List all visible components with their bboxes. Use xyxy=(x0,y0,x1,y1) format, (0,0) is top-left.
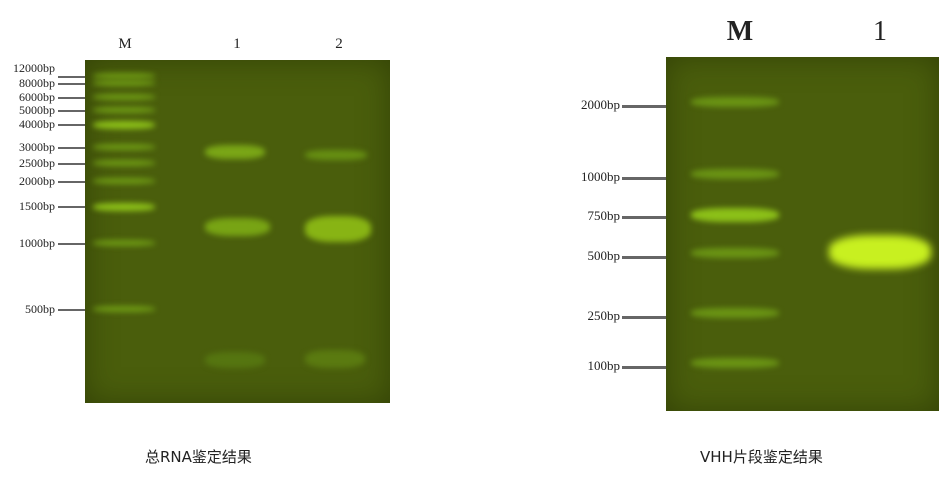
marker-tick xyxy=(622,105,667,108)
ladder-band xyxy=(93,306,155,312)
marker-label: 500bp xyxy=(25,302,55,316)
ladder-band xyxy=(93,144,155,150)
lane-label-m: M xyxy=(118,36,132,52)
marker-label: 750bp xyxy=(587,208,621,223)
marker-label: 8000bp xyxy=(19,76,55,90)
marker-tick xyxy=(58,124,86,126)
marker-label: 100bp xyxy=(587,358,621,373)
band-lane1-18s xyxy=(205,218,270,236)
marker-tick xyxy=(58,147,86,149)
marker-tick xyxy=(622,216,667,219)
ladder-band xyxy=(691,358,779,368)
gel-vhh xyxy=(666,57,939,411)
marker-tick xyxy=(58,76,86,78)
ladder-band xyxy=(93,94,155,100)
marker-tick xyxy=(58,83,86,85)
marker-label: 5000bp xyxy=(19,103,55,117)
band-lane2-18s xyxy=(305,216,371,242)
band-vhh-product xyxy=(829,235,931,269)
marker-tick xyxy=(58,110,86,112)
ladder-band xyxy=(691,208,779,222)
band-lane2-28s xyxy=(305,150,367,160)
marker-tick xyxy=(58,181,86,183)
lane-label-1: 1 xyxy=(233,36,241,52)
ladder-band xyxy=(93,178,155,184)
marker-tick xyxy=(58,97,86,99)
marker-label: 2000bp xyxy=(19,174,55,188)
ladder-band xyxy=(93,240,155,246)
ladder-band xyxy=(93,160,155,166)
caption-left: 总RNA鉴定结果 xyxy=(145,448,252,466)
caption-right: VHH片段鉴定结果 xyxy=(700,448,823,466)
marker-label: 500bp xyxy=(587,248,621,263)
ladder-band xyxy=(691,308,779,318)
lane-label-m: M xyxy=(726,16,754,47)
gel-total-rna xyxy=(85,60,390,403)
marker-label: 250bp xyxy=(587,308,621,323)
marker-tick xyxy=(622,177,667,180)
ladder-band xyxy=(93,73,155,79)
marker-label: 2500bp xyxy=(19,156,55,170)
ladder-band xyxy=(691,248,779,258)
marker-tick xyxy=(622,316,667,319)
marker-label: 6000bp xyxy=(19,90,55,104)
marker-tick xyxy=(622,366,667,369)
marker-label: 12000bp xyxy=(13,61,55,75)
ladder-band xyxy=(93,203,155,211)
marker-tick xyxy=(58,163,86,165)
marker-label: 3000bp xyxy=(19,140,55,154)
ladder-band xyxy=(93,121,155,129)
marker-label: 1500bp xyxy=(19,199,55,213)
ladder-band xyxy=(691,169,779,179)
marker-tick xyxy=(58,243,86,245)
marker-label: 2000bp xyxy=(581,97,620,112)
lane-label-2: 2 xyxy=(335,36,343,52)
band-lane2-small xyxy=(305,350,365,368)
ladder-band xyxy=(691,97,779,107)
band-lane1-small xyxy=(205,352,265,368)
band-lane1-28s xyxy=(205,145,265,159)
marker-label: 1000bp xyxy=(19,236,55,250)
marker-tick xyxy=(622,256,667,259)
marker-tick xyxy=(58,206,86,208)
lane-label-1: 1 xyxy=(873,16,887,47)
marker-label: 1000bp xyxy=(581,169,620,184)
ladder-band xyxy=(93,80,155,86)
marker-label: 4000bp xyxy=(19,117,55,131)
ladder-band xyxy=(93,107,155,113)
marker-tick xyxy=(58,309,86,311)
